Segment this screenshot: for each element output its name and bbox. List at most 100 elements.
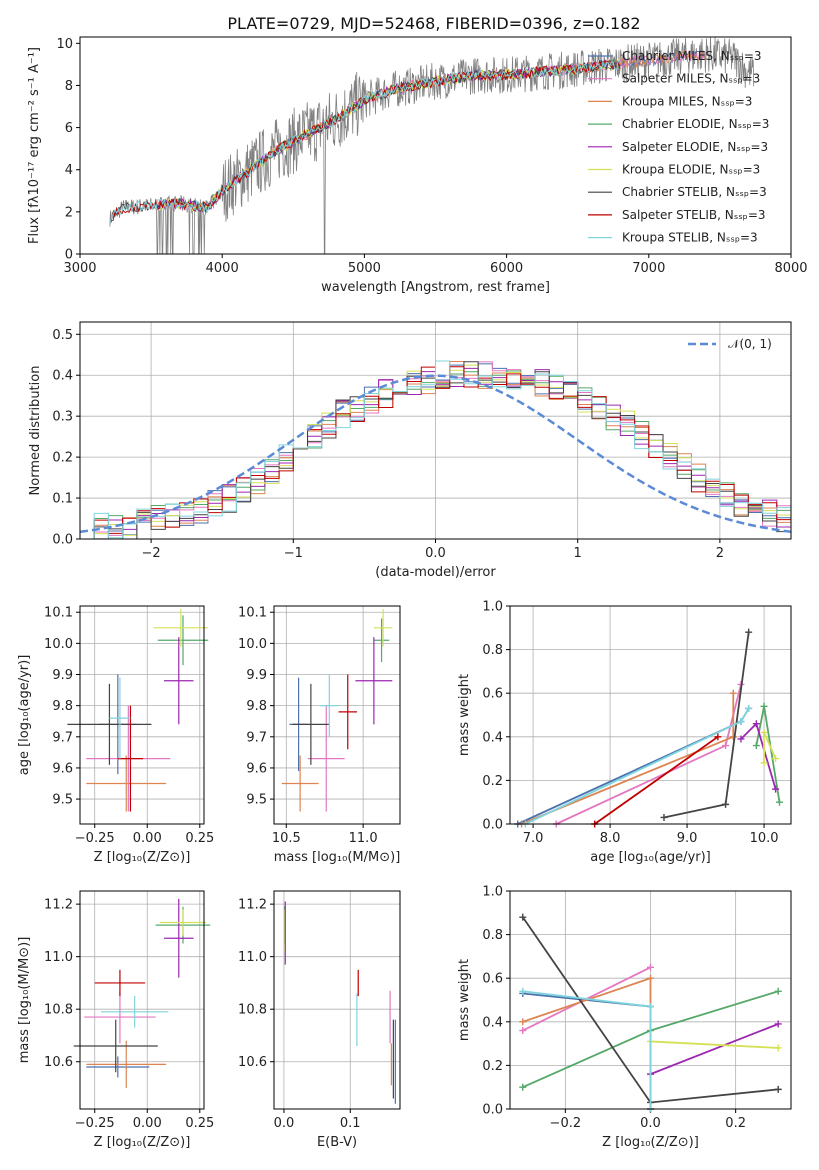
y-tick-label: 10.1	[238, 606, 267, 621]
y-axis-label: mass [log₁₀(M/M⊙)]	[17, 937, 32, 1064]
y-tick-label: 11.2	[238, 898, 267, 913]
y-tick-label: 0.2	[482, 774, 503, 789]
weight-marker	[722, 800, 730, 808]
legend-label: Kroupa STELIB, Nₛₛₚ=3	[622, 231, 758, 245]
weight-marker	[774, 987, 782, 995]
weight-marker	[714, 733, 722, 741]
y-tick-label: 9.8	[246, 699, 267, 714]
x-tick-label: 5000	[348, 261, 381, 276]
weight-marker	[772, 785, 780, 793]
x-tick-label: 1	[574, 546, 582, 561]
legend-label: Kroupa ELODIE, Nₛₛₚ=3	[622, 163, 760, 177]
x-axis-label: wavelength [Angstrom, rest frame]	[321, 280, 550, 295]
y-axis-label: mass weight	[457, 959, 472, 1041]
weight-line	[555, 684, 742, 825]
x-tick-label: 8000	[774, 261, 807, 276]
y-tick-label: 0.4	[482, 730, 503, 745]
y-tick-label: 0	[65, 248, 73, 263]
panel-weight_vs_Z: −0.2 0.0 0.2 0.0 0.2 0.4 0.6 0.8 1.0 Z [log₁₀(Z/Z…	[457, 885, 792, 1150]
weight-marker	[737, 735, 745, 743]
x-axis-label: mass [log₁₀(M/M⊙)]	[274, 850, 401, 865]
plot-frame	[509, 605, 792, 825]
y-tick-label: 11.0	[238, 950, 267, 965]
y-tick-label: 1.0	[482, 885, 503, 900]
legend-label: Chabrier STELIB, Nₛₛₚ=3	[622, 185, 767, 199]
x-tick-label: −2	[142, 546, 161, 561]
y-tick-label: 10.0	[44, 637, 73, 652]
weight-line	[521, 693, 735, 825]
y-tick-label: 0.0	[482, 1103, 503, 1118]
legend-label: 𝒩(0, 1)	[728, 337, 772, 351]
y-tick-label: 11.0	[44, 950, 73, 965]
x-tick-label: 0.0	[274, 1116, 295, 1131]
plot-frame	[509, 890, 792, 1110]
y-tick-label: 9.9	[52, 668, 73, 683]
y-tick-label: 10.8	[44, 1003, 73, 1018]
panel-age_vs_mass: 10.5 11.0 9.5 9.6 9.7 9.8 9.9 10.0 10.1 mass [log…	[238, 605, 401, 865]
x-tick-label: 2	[716, 546, 724, 561]
y-tick-label: 0.5	[52, 328, 73, 343]
weight-line	[522, 976, 652, 1109]
x-tick-label: 4000	[206, 261, 239, 276]
legend-label: Salpeter ELODIE, Nₛₛₚ=3	[622, 140, 768, 154]
y-tick-label: 9.6	[52, 761, 73, 776]
y-tick-label: 10.8	[238, 1003, 267, 1018]
y-tick-label: 1.0	[482, 600, 503, 615]
weight-marker	[745, 704, 753, 712]
weight-line	[650, 1023, 779, 1075]
y-tick-label: 9.7	[52, 730, 73, 745]
y-tick-label: 10	[56, 37, 73, 52]
x-tick-label: −0.25	[75, 831, 115, 846]
y-tick-label: 0.6	[482, 687, 503, 702]
weight-line	[650, 1040, 779, 1049]
panel-mass_vs_EBV: 0.0 0.1 10.6 10.8 11.0 11.2 E(B-V)	[238, 890, 401, 1150]
legend-label: Chabrier ELODIE, Nₛₛₚ=3	[622, 117, 769, 131]
y-tick-label: 0.1	[52, 492, 73, 507]
weight-marker	[745, 628, 753, 636]
x-axis-label: Z [log₁₀(Z/Z⊙)]	[94, 850, 191, 865]
panel-residuals: −2 −1 0.0 1 2 0.0 0.1 0.2 0.3 0.4 0.5 (data-model)/…	[28, 321, 792, 580]
y-axis-label: Normed distribution	[28, 366, 43, 496]
x-axis-label: age [log₁₀(age/yr)]	[590, 850, 711, 865]
x-axis-label: E(B-V)	[317, 1135, 357, 1150]
x-tick-label: 7000	[632, 261, 665, 276]
weight-marker	[752, 720, 760, 728]
figure-title: PLATE=0729, MJD=52468, FIBERID=0396, z=0…	[227, 14, 640, 33]
legend-label: Kroupa MILES, Nₛₛₚ=3	[622, 94, 752, 108]
weight-marker	[775, 798, 783, 806]
x-tick-label: 0.2	[725, 1116, 746, 1131]
y-tick-label: 10.0	[238, 637, 267, 652]
x-axis-label: Z [log₁₀(Z/Z⊙)]	[94, 1135, 191, 1150]
x-tick-label: 7.0	[523, 831, 544, 846]
model-spectrum-line	[157, 59, 620, 214]
weight-marker	[774, 1044, 782, 1052]
y-tick-label: 9.8	[52, 699, 73, 714]
x-tick-label: 9.0	[677, 831, 698, 846]
weight-marker	[519, 1018, 527, 1026]
x-tick-label: 0.25	[185, 831, 214, 846]
y-tick-label: 10.1	[44, 606, 73, 621]
y-tick-label: 10.6	[238, 1055, 267, 1070]
x-tick-label: 8.0	[600, 831, 621, 846]
weight-marker	[760, 702, 768, 710]
model-spectrum-line	[109, 59, 621, 224]
gaussian-curve	[79, 374, 792, 534]
y-tick-label: 2	[65, 205, 73, 220]
weight-marker	[660, 813, 668, 821]
weight-marker	[722, 742, 730, 750]
weight-marker	[774, 1020, 782, 1028]
y-tick-label: 11.2	[44, 898, 73, 913]
y-tick-label: 0.4	[52, 369, 73, 384]
weight-marker	[647, 963, 654, 971]
x-tick-label: 0.0	[640, 1116, 661, 1131]
panel-weight_vs_age: 7.0 8.0 9.0 10.0 0.0 0.2 0.4 0.6 0.8 1.0 age [log₁…	[457, 600, 792, 865]
x-tick-label: −0.25	[75, 1116, 115, 1131]
panel-age_vs_Z: −0.25 0.00 0.25 9.5 9.6 9.7 9.8 9.9 10.0 10.1 Z [l…	[17, 605, 214, 865]
y-tick-label: 9.7	[246, 730, 267, 745]
plot-frame	[79, 890, 205, 1110]
y-tick-label: 0.0	[52, 533, 73, 548]
y-tick-label: 9.9	[246, 668, 267, 683]
y-tick-label: 9.5	[52, 793, 73, 808]
x-axis-label: Z [log₁₀(Z/Z⊙)]	[602, 1135, 699, 1150]
